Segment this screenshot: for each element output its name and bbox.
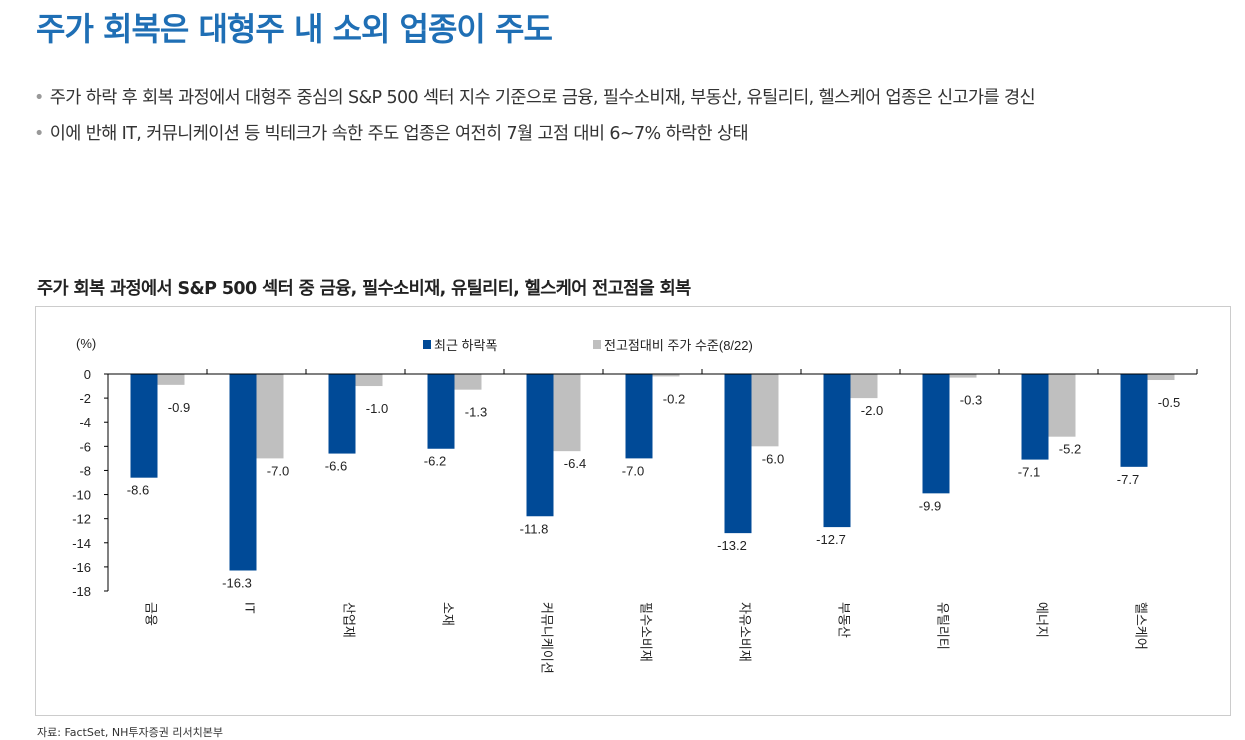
data-label: -0.2 (663, 391, 685, 406)
data-label: -7.0 (267, 463, 289, 478)
data-label: -6.2 (424, 454, 446, 469)
y-tick-label: -14 (72, 536, 91, 551)
data-label: -5.2 (1059, 442, 1081, 457)
x-tick-label: 부동산 (837, 602, 852, 638)
bar-recent-drop (427, 374, 455, 449)
bar-prior-high (454, 374, 482, 390)
x-tick-label: 자유소비재 (738, 602, 753, 662)
y-tick-label: -8 (79, 463, 91, 478)
data-label: -12.7 (816, 532, 846, 547)
y-tick-label: -12 (72, 512, 91, 527)
legend-label: 전고점대비 주가 수준(8/22) (604, 338, 753, 353)
data-label: -1.0 (366, 401, 388, 416)
x-tick-label: 헬스케어 (1134, 602, 1149, 650)
y-tick-label: -18 (72, 584, 91, 599)
bar-recent-drop (922, 374, 950, 494)
data-label: -7.0 (622, 463, 644, 478)
bullet-item: • 이에 반해 IT, 커뮤니케이션 등 빅테크가 속한 주도 업종은 여전히 7… (34, 124, 749, 144)
bar-prior-high (1147, 374, 1175, 381)
chart-frame (35, 306, 1231, 716)
bar-recent-drop (526, 374, 554, 517)
bar-recent-drop (1120, 374, 1148, 467)
legend-swatch (423, 340, 431, 349)
data-label: -6.4 (564, 456, 586, 471)
bullet-item: • 주가 하락 후 회복 과정에서 대형주 중심의 S&P 500 섹터 지수 기… (34, 88, 1036, 108)
x-tick-label: 유틸리티 (936, 602, 951, 650)
page-title: 주가 회복은 대형주 내 소외 업종이 주도 (36, 10, 553, 48)
data-label: -16.3 (222, 576, 252, 591)
bar-prior-high (157, 374, 185, 385)
bar-recent-drop (130, 374, 158, 478)
bar-prior-high (256, 374, 284, 459)
x-tick-label: 에너지 (1035, 602, 1050, 638)
bar-recent-drop (823, 374, 851, 528)
bullet-text: 주가 하락 후 회복 과정에서 대형주 중심의 S&P 500 섹터 지수 기준… (49, 88, 1036, 108)
legend-swatch (593, 340, 601, 349)
bullet-list: • 주가 하락 후 회복 과정에서 대형주 중심의 S&P 500 섹터 지수 기… (34, 84, 1036, 156)
data-label: -11.8 (520, 521, 549, 536)
source-note: 자료: FactSet, NH투자증권 리서치본부 (37, 726, 223, 739)
x-tick-label: 산업재 (342, 602, 357, 638)
x-tick-label: 금융 (144, 602, 159, 626)
bar-prior-high (949, 374, 977, 378)
bar-recent-drop (625, 374, 653, 459)
data-label: -0.3 (960, 393, 982, 408)
bar-prior-high (652, 374, 680, 377)
y-tick-label: -2 (79, 391, 91, 406)
data-label: -9.9 (919, 498, 941, 513)
bar-prior-high (751, 374, 779, 447)
y-tick-label: -6 (79, 439, 91, 454)
data-label: -0.9 (168, 400, 190, 415)
data-label: -2.0 (861, 403, 883, 418)
bullet-text: 이에 반해 IT, 커뮤니케이션 등 빅테크가 속한 주도 업종은 여전히 7월… (49, 124, 749, 144)
bar-recent-drop (1021, 374, 1049, 460)
data-label: -1.3 (465, 405, 487, 420)
bar-recent-drop (229, 374, 257, 571)
data-label: -8.6 (127, 483, 149, 498)
bar-recent-drop (724, 374, 752, 534)
data-label: -7.1 (1018, 465, 1040, 480)
x-tick-label: 소재 (441, 602, 456, 626)
y-tick-label: -16 (72, 560, 91, 575)
chart-title: 주가 회복 과정에서 S&P 500 섹터 중 금융, 필수소비재, 유틸리티,… (37, 279, 691, 299)
x-tick-label: 필수소비재 (639, 602, 654, 662)
y-tick-label: -4 (79, 415, 91, 430)
bar-prior-high (355, 374, 383, 387)
legend-label: 최근 하락폭 (434, 338, 497, 353)
data-label: -6.0 (762, 451, 784, 466)
bar-prior-high (553, 374, 581, 452)
y-axis-unit: (%) (76, 336, 96, 351)
data-label: -13.2 (717, 538, 747, 553)
data-label: -7.7 (1117, 472, 1139, 487)
bar-prior-high (1048, 374, 1076, 437)
bar-recent-drop (328, 374, 356, 454)
x-tick-label: 커뮤니케이션 (540, 602, 555, 674)
data-label: -0.5 (1158, 395, 1180, 410)
data-label: -6.6 (325, 459, 347, 474)
y-tick-label: 0 (84, 367, 91, 382)
y-tick-label: -10 (72, 488, 91, 503)
bar-prior-high (850, 374, 878, 399)
x-tick-label: IT (243, 602, 258, 614)
